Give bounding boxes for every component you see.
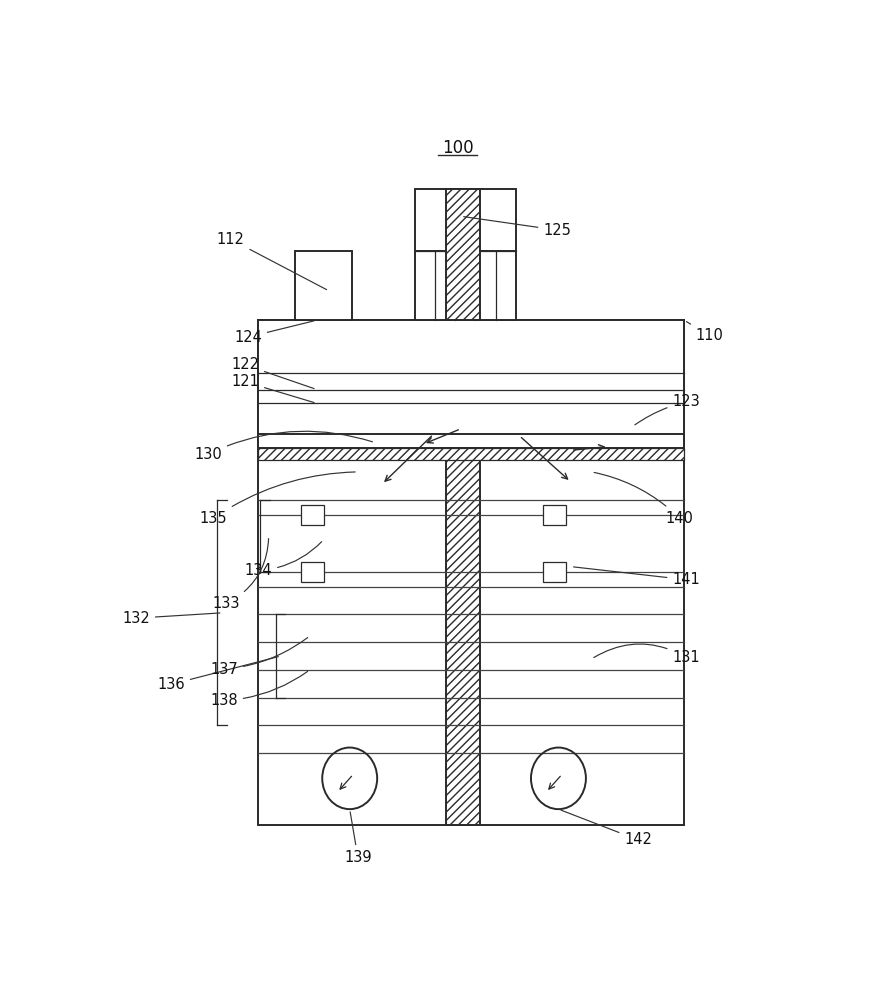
Text: 139: 139 [344,812,372,865]
Text: 132: 132 [122,611,220,626]
Text: 125: 125 [463,217,571,238]
Text: 100: 100 [442,139,473,157]
Text: 141: 141 [573,567,700,587]
Bar [415,251,516,320]
Text: 138: 138 [210,671,307,708]
Text: 133: 133 [213,539,268,611]
Text: 137: 137 [210,638,307,677]
Text: 140: 140 [595,472,694,526]
Text: 134: 134 [245,542,322,578]
Text: 142: 142 [561,810,652,847]
Text: 136: 136 [158,657,278,692]
Bar [446,448,480,825]
Text: 135: 135 [200,472,355,526]
Text: 124: 124 [234,321,314,345]
Bar [259,320,684,436]
Bar [446,189,480,320]
Bar [259,320,684,825]
Bar [259,434,684,448]
Bar [543,562,566,582]
Text: 131: 131 [594,644,700,665]
Bar [295,251,353,320]
Text: 121: 121 [231,374,314,403]
Text: 123: 123 [635,394,700,425]
Text: 122: 122 [231,357,315,389]
Text: 130: 130 [194,431,372,462]
Text: 110: 110 [687,322,724,343]
Bar [259,448,684,460]
Bar [301,505,323,525]
Bar [301,562,323,582]
Text: 112: 112 [217,232,327,290]
Bar [415,189,516,251]
Bar [543,505,566,525]
